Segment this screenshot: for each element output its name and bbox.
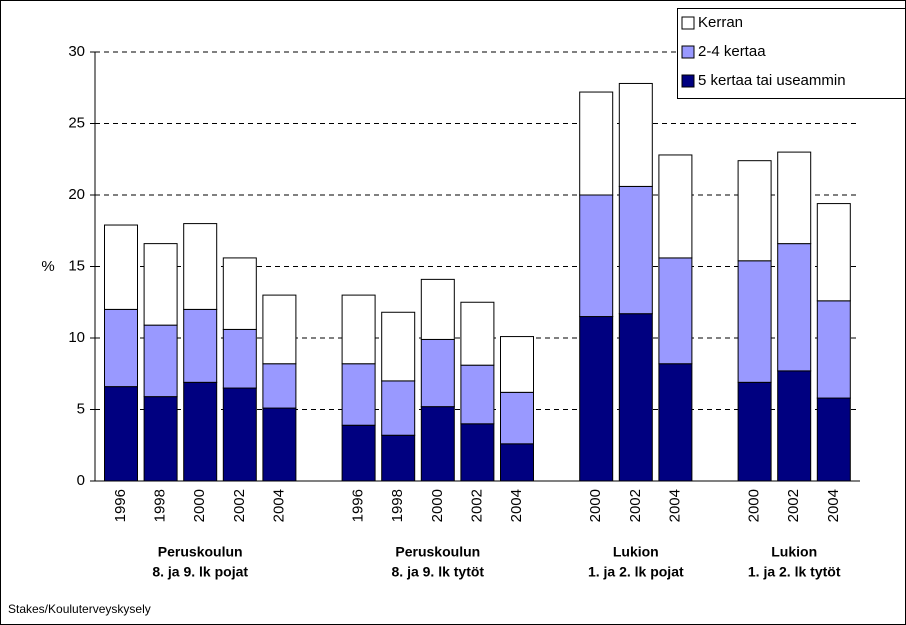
x-tick-label: 2002 (785, 489, 802, 522)
bar-segment (777, 370, 812, 482)
legend-label: 5 kertaa tai useammin (698, 72, 846, 89)
group-label: Peruskoulun (395, 544, 480, 560)
y-tick-label: 20 (68, 186, 85, 203)
bar-segment (460, 301, 495, 366)
bar-segment (658, 257, 693, 365)
bar-segment (618, 185, 653, 315)
bar-segment (262, 363, 297, 409)
legend-box (677, 8, 906, 99)
group-label: 1. ja 2. lk tytöt (748, 564, 841, 580)
x-tick-label: 1998 (389, 489, 406, 522)
y-tick-label: 30 (68, 43, 85, 60)
bar-segment (262, 407, 297, 482)
x-tick-label: 2004 (270, 489, 287, 522)
x-tick-label: 1996 (112, 489, 129, 522)
bar-segment (420, 406, 455, 482)
group-label: Lukion (613, 544, 659, 560)
bar-segment (737, 381, 772, 482)
bar-segment (500, 443, 534, 482)
bar-segment (658, 363, 693, 482)
bar-segment (777, 151, 812, 245)
bar-segment (737, 160, 772, 262)
group-label: 8. ja 9. lk pojat (152, 564, 248, 580)
bar-segment (777, 243, 812, 372)
x-tick-label: 2002 (231, 489, 248, 522)
legend-swatch (681, 45, 695, 59)
x-tick-label: 2000 (746, 489, 763, 522)
y-tick-label: 15 (68, 257, 85, 274)
bar-segment (658, 154, 693, 259)
bar-segment (104, 308, 138, 388)
y-tick-label: 10 (68, 329, 85, 346)
bar-segment (381, 380, 416, 436)
x-tick-label: 1998 (152, 489, 169, 522)
bar-segment (420, 338, 455, 408)
bar-segment (143, 396, 178, 482)
legend-label: 2-4 kertaa (698, 43, 766, 60)
x-tick-label: 2002 (627, 489, 644, 522)
legend-swatch (681, 16, 695, 30)
bar-segment (460, 423, 495, 482)
legend-label: Kerran (698, 14, 743, 31)
bar-segment (618, 313, 653, 482)
y-axis-label: % (41, 258, 54, 275)
bar-segment (579, 316, 614, 482)
bar-segment (341, 363, 376, 426)
bar-segment (579, 91, 614, 196)
bar-segment (737, 260, 772, 383)
x-tick-label: 2002 (468, 489, 485, 522)
bar-segment (500, 391, 534, 445)
bar-segment (104, 224, 138, 310)
bar-segment (262, 294, 297, 365)
bar-segment (341, 294, 376, 365)
group-label: 8. ja 9. lk tytöt (392, 564, 485, 580)
x-tick-label: 1996 (350, 489, 367, 522)
bar-segment (183, 308, 218, 383)
group-label: Peruskoulun (158, 544, 243, 560)
bar-segment (579, 194, 614, 318)
bar-segment (222, 387, 257, 482)
x-tick-label: 2004 (508, 489, 525, 522)
x-tick-label: 2004 (825, 489, 842, 522)
group-label: 1. ja 2. lk pojat (588, 564, 684, 580)
bar-segment (143, 324, 178, 398)
legend-swatch (681, 74, 695, 88)
x-tick-label: 2000 (587, 489, 604, 522)
bar-segment (816, 300, 851, 399)
x-tick-label: 2000 (191, 489, 208, 522)
bar-segment (381, 434, 416, 482)
y-tick-label: 5 (77, 400, 85, 417)
bar-segment (618, 82, 653, 187)
bar-segment (500, 336, 534, 393)
bar-segment (104, 386, 138, 482)
bar-segment (420, 278, 455, 340)
bar-segment (381, 311, 416, 382)
y-tick-label: 0 (77, 472, 85, 489)
group-label: Lukion (771, 544, 817, 560)
bar-segment (460, 364, 495, 425)
bar-segment (183, 381, 218, 482)
x-tick-label: 2000 (429, 489, 446, 522)
bar-segment (222, 257, 257, 330)
y-tick-label: 25 (68, 114, 85, 131)
bar-segment (183, 223, 218, 310)
bar-segment (143, 243, 178, 326)
source-note: Stakes/Kouluterveyskysely (8, 602, 151, 616)
bar-segment (341, 424, 376, 482)
bar-segment (222, 328, 257, 389)
x-tick-label: 2004 (666, 489, 683, 522)
bar-segment (816, 203, 851, 302)
bar-segment (816, 397, 851, 482)
